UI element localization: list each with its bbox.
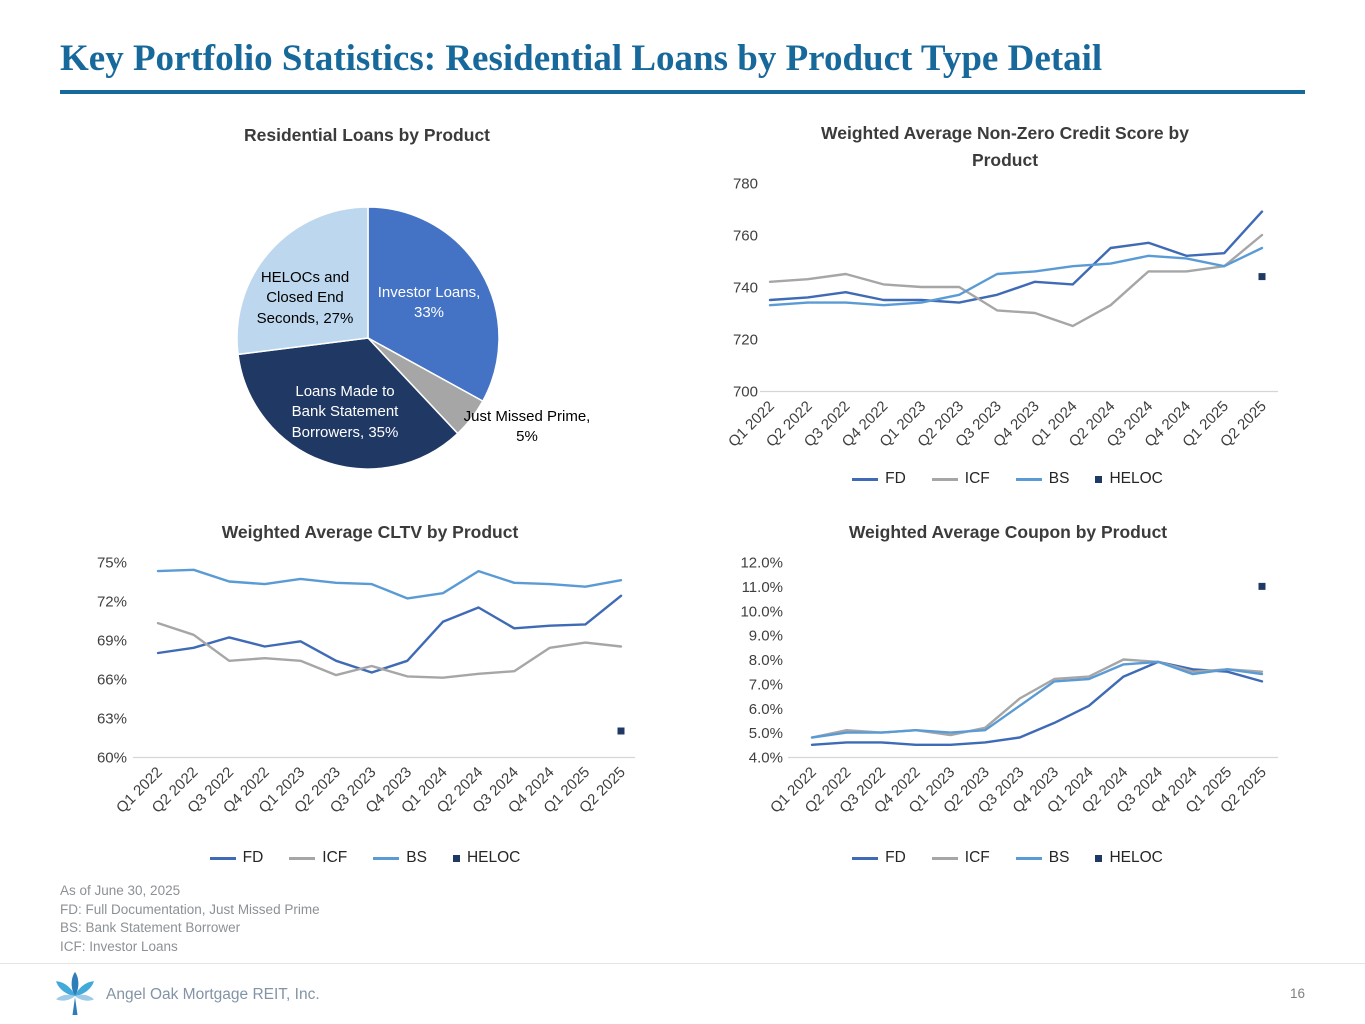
- pie-chart-title: Residential Loans by Product: [243, 125, 491, 145]
- pie-label-just-missed-prime: Just Missed Prime, 5%: [463, 408, 591, 446]
- coupon-line-chart: 4.0%5.0%6.0%7.0%8.0%9.0%10.0%11.0%12.0%Q…: [740, 555, 1278, 817]
- legend-label: FD: [885, 849, 906, 866]
- credit-score-chart-title: Weighted Average Non-Zero Credit Score b…: [821, 123, 1189, 171]
- legend-label: HELOC: [466, 849, 521, 866]
- footnote-bs-definition: BS: Bank Statement Borrower: [60, 920, 241, 936]
- pie-slice-helocs-and-closed-end-seconds: [236, 206, 369, 356]
- angel-oak-logo: [56, 972, 94, 1015]
- cltv-legend: FD ICF BS HELOC: [55, 849, 675, 867]
- series-line-bs: [768, 246, 1264, 307]
- legend-item-bs: BS: [1015, 470, 1070, 488]
- series-line-fd: [156, 594, 623, 674]
- legend-item-fd: FD: [852, 470, 906, 488]
- legend-square-marker: [452, 854, 460, 862]
- series-line-icf: [156, 621, 623, 679]
- pie-label-helocs-closed-end-seconds: HELOCs and Closed End Seconds, 27%: [256, 269, 354, 327]
- title-divider: [60, 90, 1305, 94]
- legend-item-heloc: HELOC: [1095, 470, 1163, 488]
- y-axis-label: 11.0%: [742, 579, 783, 596]
- legend-label: ICF: [322, 849, 348, 866]
- pie-label-bank-statement-borrowers: Loans Made to Bank Statement Borrowers, …: [291, 383, 399, 441]
- y-axis-label: 5.0%: [749, 725, 783, 742]
- company-name: Angel Oak Mortgage REIT, Inc.: [106, 986, 320, 1003]
- y-axis-label: 720: [733, 332, 758, 349]
- legend-item-bs: BS: [373, 849, 427, 867]
- y-axis-label: 9.0%: [749, 628, 783, 645]
- footnote-fd-definition: FD: Full Documentation, Just Missed Prim…: [60, 901, 320, 917]
- legend-line-marker: [931, 856, 958, 860]
- legend-label: BS: [406, 849, 427, 866]
- footer-divider: [0, 963, 1365, 964]
- y-axis-label: 63%: [97, 711, 127, 728]
- page-title: Key Portfolio Statistics: Residential Lo…: [60, 38, 1103, 79]
- y-axis-label: 69%: [97, 633, 127, 650]
- credit-score-legend: FD ICF BS HELOC: [720, 470, 1295, 488]
- legend-label: HELOC: [1109, 849, 1163, 866]
- legend-item-heloc: HELOC: [1095, 849, 1163, 867]
- legend-label: HELOC: [1109, 470, 1163, 487]
- legend-square-marker: [1095, 475, 1103, 483]
- pie-slice-investor-loans: [367, 206, 500, 403]
- y-axis-label: 8.0%: [749, 652, 783, 669]
- legend-item-icf: ICF: [289, 849, 347, 867]
- y-axis-label: 780: [733, 176, 758, 193]
- footnotes: As of June 30, 2025 FD: Full Documentati…: [60, 882, 320, 956]
- legend-line-marker: [289, 856, 316, 860]
- coupon-legend: FD ICF BS HELOC: [720, 849, 1295, 867]
- legend-square-marker: [1095, 854, 1103, 862]
- footnote-as-of-date: As of June 30, 2025: [60, 883, 181, 898]
- residential-loans-pie-chart: [236, 206, 500, 470]
- legend-label: FD: [885, 470, 906, 487]
- y-axis-label: 72%: [97, 594, 127, 611]
- legend-item-icf: ICF: [931, 849, 990, 867]
- legend-line-marker: [852, 477, 879, 481]
- y-axis-label: 6.0%: [749, 701, 783, 718]
- y-axis-label: 4.0%: [749, 750, 783, 767]
- legend-item-fd: FD: [852, 849, 906, 867]
- point-marker-heloc: [1258, 582, 1266, 590]
- series-line-bs: [810, 660, 1264, 739]
- legend-label: BS: [1048, 849, 1070, 866]
- point-marker-heloc: [1258, 273, 1266, 281]
- legend-line-marker: [373, 856, 400, 860]
- legend-item-heloc: HELOC: [452, 849, 521, 867]
- pie-slice-loans-made-to-bank-statement-borrowers: [237, 337, 459, 470]
- footnote-icf-definition: ICF: Investor Loans: [60, 938, 178, 954]
- legend-label: ICF: [964, 470, 990, 487]
- legend-label: FD: [242, 849, 264, 866]
- y-axis-label: 740: [733, 280, 758, 297]
- coupon-chart-title: Weighted Average Coupon by Product: [848, 522, 1168, 542]
- legend-item-icf: ICF: [931, 470, 990, 488]
- point-marker-heloc: [617, 727, 625, 735]
- legend-item-fd: FD: [209, 849, 264, 867]
- y-axis-label: 75%: [97, 555, 127, 572]
- legend-label: BS: [1048, 470, 1070, 487]
- y-axis-label: 10.0%: [740, 603, 783, 620]
- legend-label: ICF: [964, 849, 990, 866]
- legend-line-marker: [852, 856, 879, 860]
- legend-line-marker: [1015, 856, 1042, 860]
- legend-line-marker: [209, 856, 236, 860]
- y-axis-label: 700: [733, 384, 758, 401]
- y-axis-label: 760: [733, 228, 758, 245]
- y-axis-label: 12.0%: [740, 555, 783, 572]
- series-line-fd: [810, 660, 1264, 747]
- y-axis-label: 7.0%: [749, 676, 783, 693]
- series-line-icf: [810, 658, 1264, 739]
- legend-item-bs: BS: [1015, 849, 1070, 867]
- series-line-bs: [156, 568, 623, 600]
- legend-line-marker: [931, 477, 958, 481]
- y-axis-label: 60%: [97, 750, 127, 767]
- cltv-chart-title: Weighted Average CLTV by Product: [221, 522, 519, 542]
- pie-label-investor-loans: Investor Loans, 33%: [377, 284, 481, 322]
- legend-line-marker: [1015, 477, 1042, 481]
- y-axis-label: 66%: [97, 672, 127, 689]
- page-number: 16: [1289, 986, 1305, 1001]
- series-line-icf: [768, 233, 1264, 328]
- series-line-fd: [768, 210, 1264, 304]
